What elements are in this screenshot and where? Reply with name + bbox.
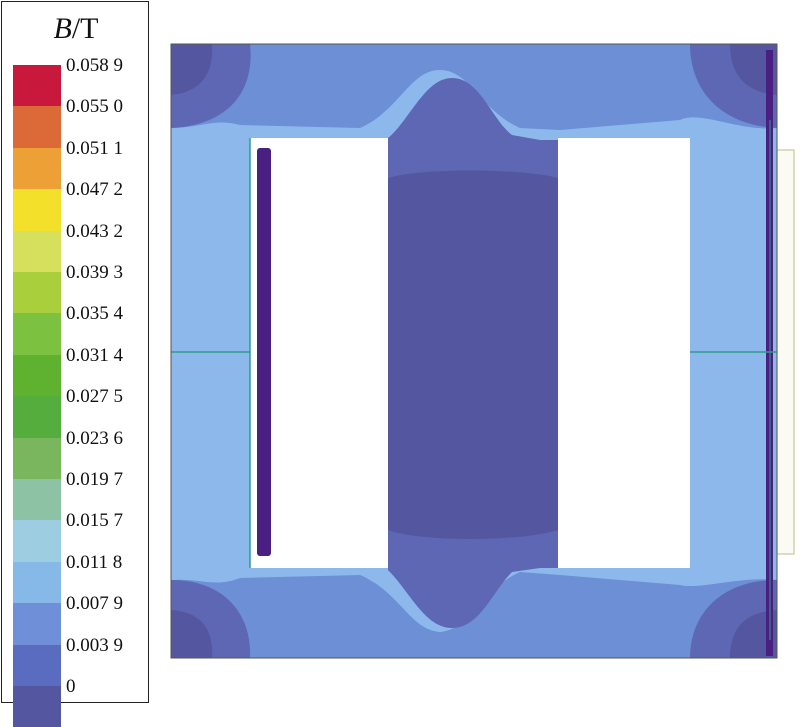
legend-swatch — [13, 396, 61, 438]
legend-tick-label: 0.023 6 — [66, 427, 123, 449]
legend-title-unit: /T — [71, 12, 99, 45]
legend-swatch — [13, 561, 61, 604]
legend-swatch — [13, 520, 61, 562]
legend-swatch — [13, 189, 61, 231]
left-winding-window — [250, 138, 388, 568]
right-winding-window — [558, 138, 690, 568]
field-band-top — [171, 44, 777, 130]
legend-tick-label: 0.011 8 — [66, 551, 123, 573]
legend-swatch — [13, 272, 61, 314]
field-corner-br-inner — [730, 610, 777, 658]
legend-swatch — [13, 65, 61, 107]
legend-tick-label: 0.039 3 — [66, 262, 123, 283]
legend-tick-label: 0.027 5 — [66, 386, 123, 408]
legend-tick-label: 0.047 2 — [66, 179, 123, 201]
legend-swatch — [13, 479, 61, 521]
legend-tick-label: 0.031 4 — [66, 344, 123, 366]
legend-tick-label: 0.051 1 — [66, 137, 123, 159]
legend-swatch — [13, 644, 61, 686]
field-plot — [170, 43, 795, 659]
color-legend: B/T 0.058 9 0.055 0 0.051 1 0.047 2 0.04… — [1, 1, 150, 727]
field-corner-bl-inner — [171, 610, 213, 658]
legend-tick-label: 0.019 7 — [66, 469, 123, 490]
field-corner-tl-inner — [171, 44, 213, 95]
field-core-inner — [388, 170, 558, 539]
legend-tick-label: 0.015 7 — [66, 510, 123, 532]
legend-swatch — [13, 147, 61, 190]
coil-conductor — [257, 148, 271, 556]
legend-tick-label: 0.003 9 — [66, 634, 123, 656]
legend-tick-label: 0.007 9 — [66, 593, 123, 615]
legend-tick-label: 0 — [66, 676, 76, 697]
legend-swatch — [13, 437, 61, 479]
legend-tick-label: 0.055 0 — [66, 96, 123, 118]
field-corner-tr-inner — [730, 44, 777, 95]
legend-swatch — [13, 603, 61, 645]
legend-swatch — [13, 313, 61, 355]
legend-swatch — [13, 106, 61, 148]
legend-tick-label: 0.043 2 — [66, 220, 123, 242]
plot-border — [170, 43, 778, 659]
legend-tick-label: 0.058 9 — [66, 55, 123, 76]
legend-title: B/T — [2, 12, 150, 46]
side-tab — [776, 149, 795, 555]
legend-title-symbol: B — [53, 12, 72, 45]
legend-swatch — [13, 354, 61, 397]
legend-swatch — [13, 230, 61, 272]
legend-tick-label: 0.035 4 — [66, 303, 123, 325]
